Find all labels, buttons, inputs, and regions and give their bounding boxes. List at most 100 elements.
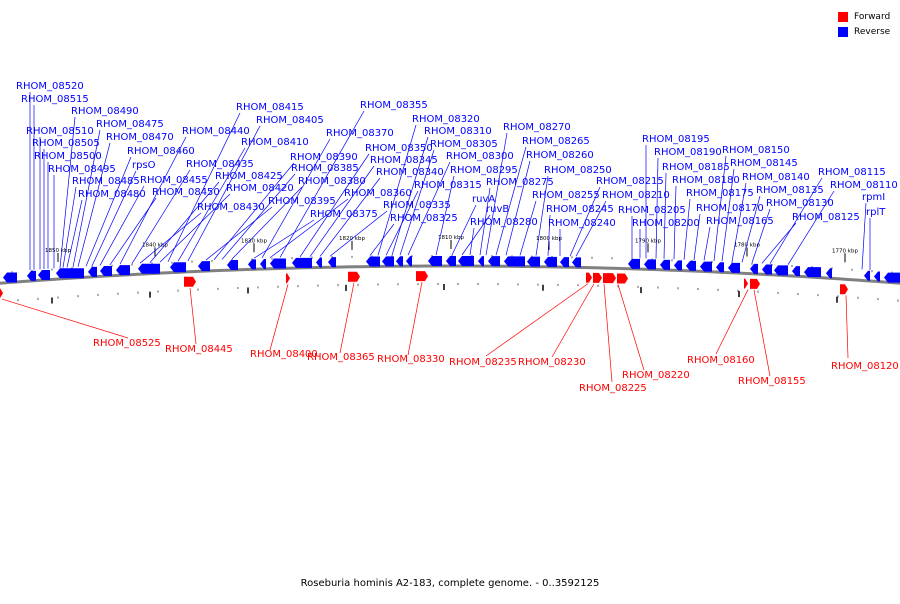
reverse-gene-label: RHOM_08440 bbox=[182, 126, 250, 137]
forward-gene-label: RHOM_08230 bbox=[518, 357, 586, 368]
reverse-gene-label: RHOM_08510 bbox=[26, 126, 94, 137]
reverse-gene-label: RHOM_08385 bbox=[291, 163, 359, 174]
reverse-gene-arrow bbox=[38, 270, 50, 281]
reverse-gene-label: RHOM_08275 bbox=[486, 177, 554, 188]
reverse-gene-leader bbox=[329, 210, 388, 257]
legend-forward-swatch bbox=[838, 11, 848, 22]
reverse-gene-leader bbox=[741, 195, 761, 263]
reverse-gene-leader bbox=[451, 204, 477, 256]
legend-reverse-label: Reverse bbox=[854, 26, 891, 37]
reverse-gene-arrow bbox=[428, 256, 442, 267]
reverse-gene-arrow bbox=[458, 256, 474, 267]
forward-gene-arrow bbox=[593, 272, 602, 283]
forward-gene-label: RHOM_08160 bbox=[687, 355, 755, 366]
reverse-gene-arrow bbox=[700, 261, 712, 272]
reverse-gene-arrow bbox=[316, 257, 322, 268]
reverse-gene-arrow bbox=[138, 263, 160, 274]
reverse-gene-leader bbox=[205, 206, 273, 261]
map-caption: Roseburia hominis A2-183, complete genom… bbox=[300, 578, 600, 589]
scale-label: 1790 kbp bbox=[635, 238, 661, 244]
scale-label: 1800 kbp bbox=[536, 236, 562, 242]
reverse-gene-leader bbox=[119, 136, 187, 265]
reverse-gene-label: RHOM_08390 bbox=[290, 152, 358, 163]
reverse-gene-leader bbox=[99, 185, 145, 266]
forward-gene-label: RHOM_08220 bbox=[622, 370, 690, 381]
reverse-gene-label: RHOM_08460 bbox=[127, 146, 195, 157]
forward-gene-leader bbox=[1, 298, 129, 339]
reverse-gene-label: RHOM_08405 bbox=[256, 115, 324, 126]
reverse-gene-leader bbox=[751, 208, 771, 263]
scale-label: 1850 kbp bbox=[45, 248, 71, 254]
reverse-gene-arrow bbox=[884, 272, 900, 283]
forward-gene-label: RHOM_08155 bbox=[738, 376, 806, 387]
reverse-gene-label: RHOM_08305 bbox=[430, 139, 498, 150]
reverse-gene-arrow bbox=[292, 257, 312, 268]
reverse-gene-leader bbox=[131, 169, 191, 264]
reverse-gene-leader bbox=[309, 165, 375, 257]
forward-gene-arrow bbox=[184, 276, 196, 287]
reverse-gene-arrow bbox=[382, 256, 394, 267]
reverse-gene-label: RHOM_08345 bbox=[370, 155, 438, 166]
reverse-gene-label: RHOM_08350 bbox=[365, 143, 433, 154]
reverse-gene-leader bbox=[469, 227, 475, 256]
reverse-gene-leader bbox=[495, 146, 527, 256]
reverse-gene-leader bbox=[149, 181, 220, 263]
reverse-gene-label: RHOM_08410 bbox=[241, 137, 309, 148]
reverse-gene-arrow bbox=[504, 256, 525, 267]
reverse-gene-leader bbox=[399, 149, 435, 256]
reverse-gene-leader bbox=[62, 186, 77, 268]
forward-gene-label: RHOM_08525 bbox=[93, 338, 161, 349]
reverse-gene-leader bbox=[221, 173, 296, 260]
reverse-gene-label: RHOM_08150 bbox=[722, 145, 790, 156]
forward-gene-label: RHOM_08330 bbox=[377, 354, 445, 365]
reverse-gene-arrow bbox=[100, 266, 112, 277]
reverse-gene-leader bbox=[787, 190, 835, 265]
forward-gene-leader bbox=[715, 289, 749, 355]
forward-gene-label: RHOM_08120 bbox=[831, 361, 899, 372]
reverse-gene-label: rpsO bbox=[132, 160, 156, 171]
reverse-gene-label: RHOM_08375 bbox=[310, 209, 378, 220]
scale-label: 1840 kbp bbox=[142, 242, 168, 248]
reverse-gene-leader bbox=[261, 138, 331, 259]
reverse-gene-label: RHOM_08355 bbox=[360, 100, 428, 111]
forward-gene-leader bbox=[603, 283, 613, 383]
reverse-gene-arrow bbox=[406, 256, 412, 267]
reverse-gene-arrow bbox=[270, 258, 286, 269]
reverse-gene-label: RHOM_08455 bbox=[140, 175, 208, 186]
reverse-gene-leader bbox=[485, 132, 508, 256]
legend-reverse: Reverse bbox=[838, 24, 890, 39]
reverse-gene-leader bbox=[59, 116, 76, 268]
reverse-gene-label: RHOM_08180 bbox=[672, 175, 740, 186]
reverse-gene-label: ruvB bbox=[486, 204, 509, 215]
forward-gene-arrow bbox=[744, 278, 748, 289]
reverse-gene-leader bbox=[91, 170, 137, 267]
reverse-gene-label: RHOM_08215 bbox=[596, 176, 664, 187]
forward-gene-leader bbox=[407, 282, 423, 356]
reverse-gene-label: RHOM_08490 bbox=[71, 106, 139, 117]
reverse-gene-label: RHOM_08145 bbox=[730, 158, 798, 169]
reverse-gene-leader bbox=[72, 129, 101, 268]
forward-gene-arrow bbox=[586, 272, 592, 283]
reverse-gene-arrow bbox=[874, 271, 880, 282]
forward-gene-arrow bbox=[603, 273, 616, 284]
reverse-gene-label: RHOM_08280 bbox=[470, 217, 538, 228]
forward-gene-arrow bbox=[0, 288, 3, 299]
forward-gene-arrow bbox=[286, 273, 290, 284]
reverse-gene-leader bbox=[655, 157, 659, 259]
reverse-gene-leader bbox=[407, 161, 451, 256]
reverse-gene-label: RHOM_08205 bbox=[618, 205, 686, 216]
reverse-gene-arrow bbox=[170, 262, 186, 273]
reverse-gene-label: RHOM_08130 bbox=[766, 198, 834, 209]
legend-forward: Forward bbox=[838, 9, 890, 24]
reverse-gene-arrow bbox=[116, 265, 130, 276]
forward-gene-arrow bbox=[840, 284, 848, 295]
reverse-gene-label: RHOM_08240 bbox=[548, 218, 616, 229]
reverse-gene-leader bbox=[861, 202, 867, 270]
reverse-gene-label: RHOM_08380 bbox=[298, 176, 366, 187]
forward-gene-arrow bbox=[416, 271, 428, 282]
reverse-gene-label: RHOM_08165 bbox=[706, 216, 774, 227]
reverse-gene-leader bbox=[187, 125, 261, 261]
reverse-gene-arrow bbox=[792, 266, 800, 277]
reverse-gene-arrow bbox=[56, 268, 84, 279]
reverse-gene-label: RHOM_08420 bbox=[226, 183, 294, 194]
